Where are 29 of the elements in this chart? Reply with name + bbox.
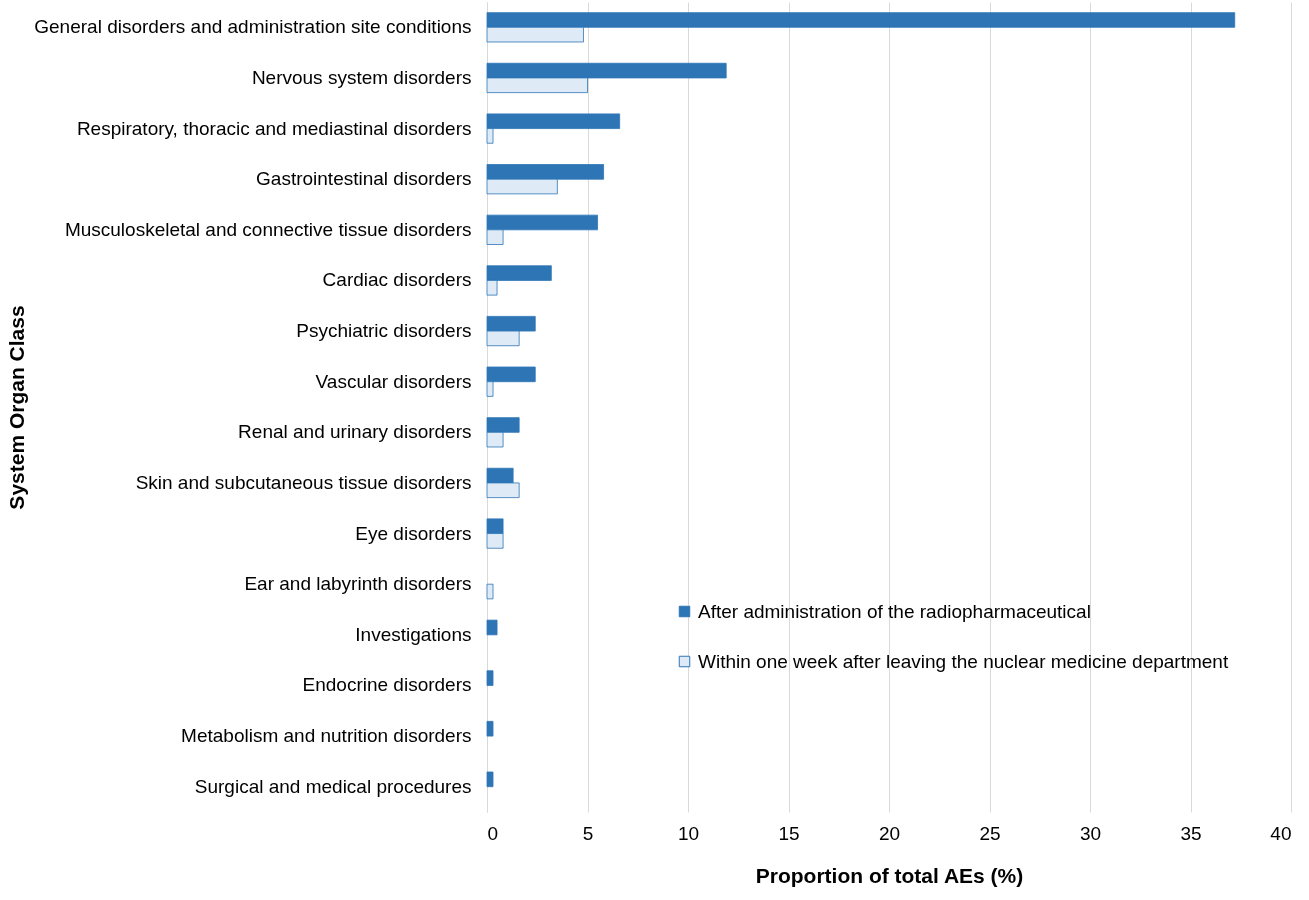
y-tick-label: Ear and labyrinth disorders: [244, 573, 472, 595]
y-tick-label: Metabolism and nutrition disorders: [181, 725, 472, 747]
y-tick-label: Surgical and medical procedures: [194, 775, 472, 797]
x-tick-label: 15: [778, 822, 800, 844]
y-tick-label: Renal and urinary disorders: [238, 421, 472, 443]
x-tick-label: 30: [1079, 822, 1102, 844]
y-tick-label: Gastrointestinal disorders: [256, 168, 472, 190]
legend-label: Within one week after leaving the nuclear medicine department: [698, 650, 1229, 672]
y-tick-label: Skin and subcutaneous tissue disorders: [135, 471, 472, 493]
x-axis-title: Proportion of total AEs (%): [755, 863, 1024, 887]
x-tick-label: 20: [878, 822, 901, 844]
x-tick-label: 5: [582, 822, 594, 844]
y-tick-label: Cardiac disorders: [322, 269, 472, 291]
y-tick-label: Vascular disorders: [315, 370, 472, 392]
x-tick-label: 0: [487, 822, 499, 844]
x-tick-label: 10: [677, 822, 700, 844]
y-tick-label: Eye disorders: [355, 522, 472, 544]
y-tick-label: Respiratory, thoracic and mediastinal disorders: [76, 117, 472, 139]
y-tick-label: Musculoskeletal and connective tissue disorders: [64, 218, 472, 240]
y-tick-label: Investigations: [355, 623, 472, 645]
x-tick-label: 40: [1270, 822, 1292, 844]
y-tick-label: Endocrine disorders: [302, 674, 472, 696]
y-tick-label: Psychiatric disorders: [296, 320, 472, 342]
x-tick-label: 25: [979, 822, 1001, 844]
y-tick-label: General disorders and administration site conditions: [34, 16, 472, 38]
y-axis-title: System Organ Class: [4, 305, 28, 510]
y-tick-label: Nervous system disorders: [251, 66, 472, 88]
x-tick-label: 35: [1180, 822, 1202, 844]
legend-label: After administration of the radiopharmaceutical: [698, 600, 1091, 622]
